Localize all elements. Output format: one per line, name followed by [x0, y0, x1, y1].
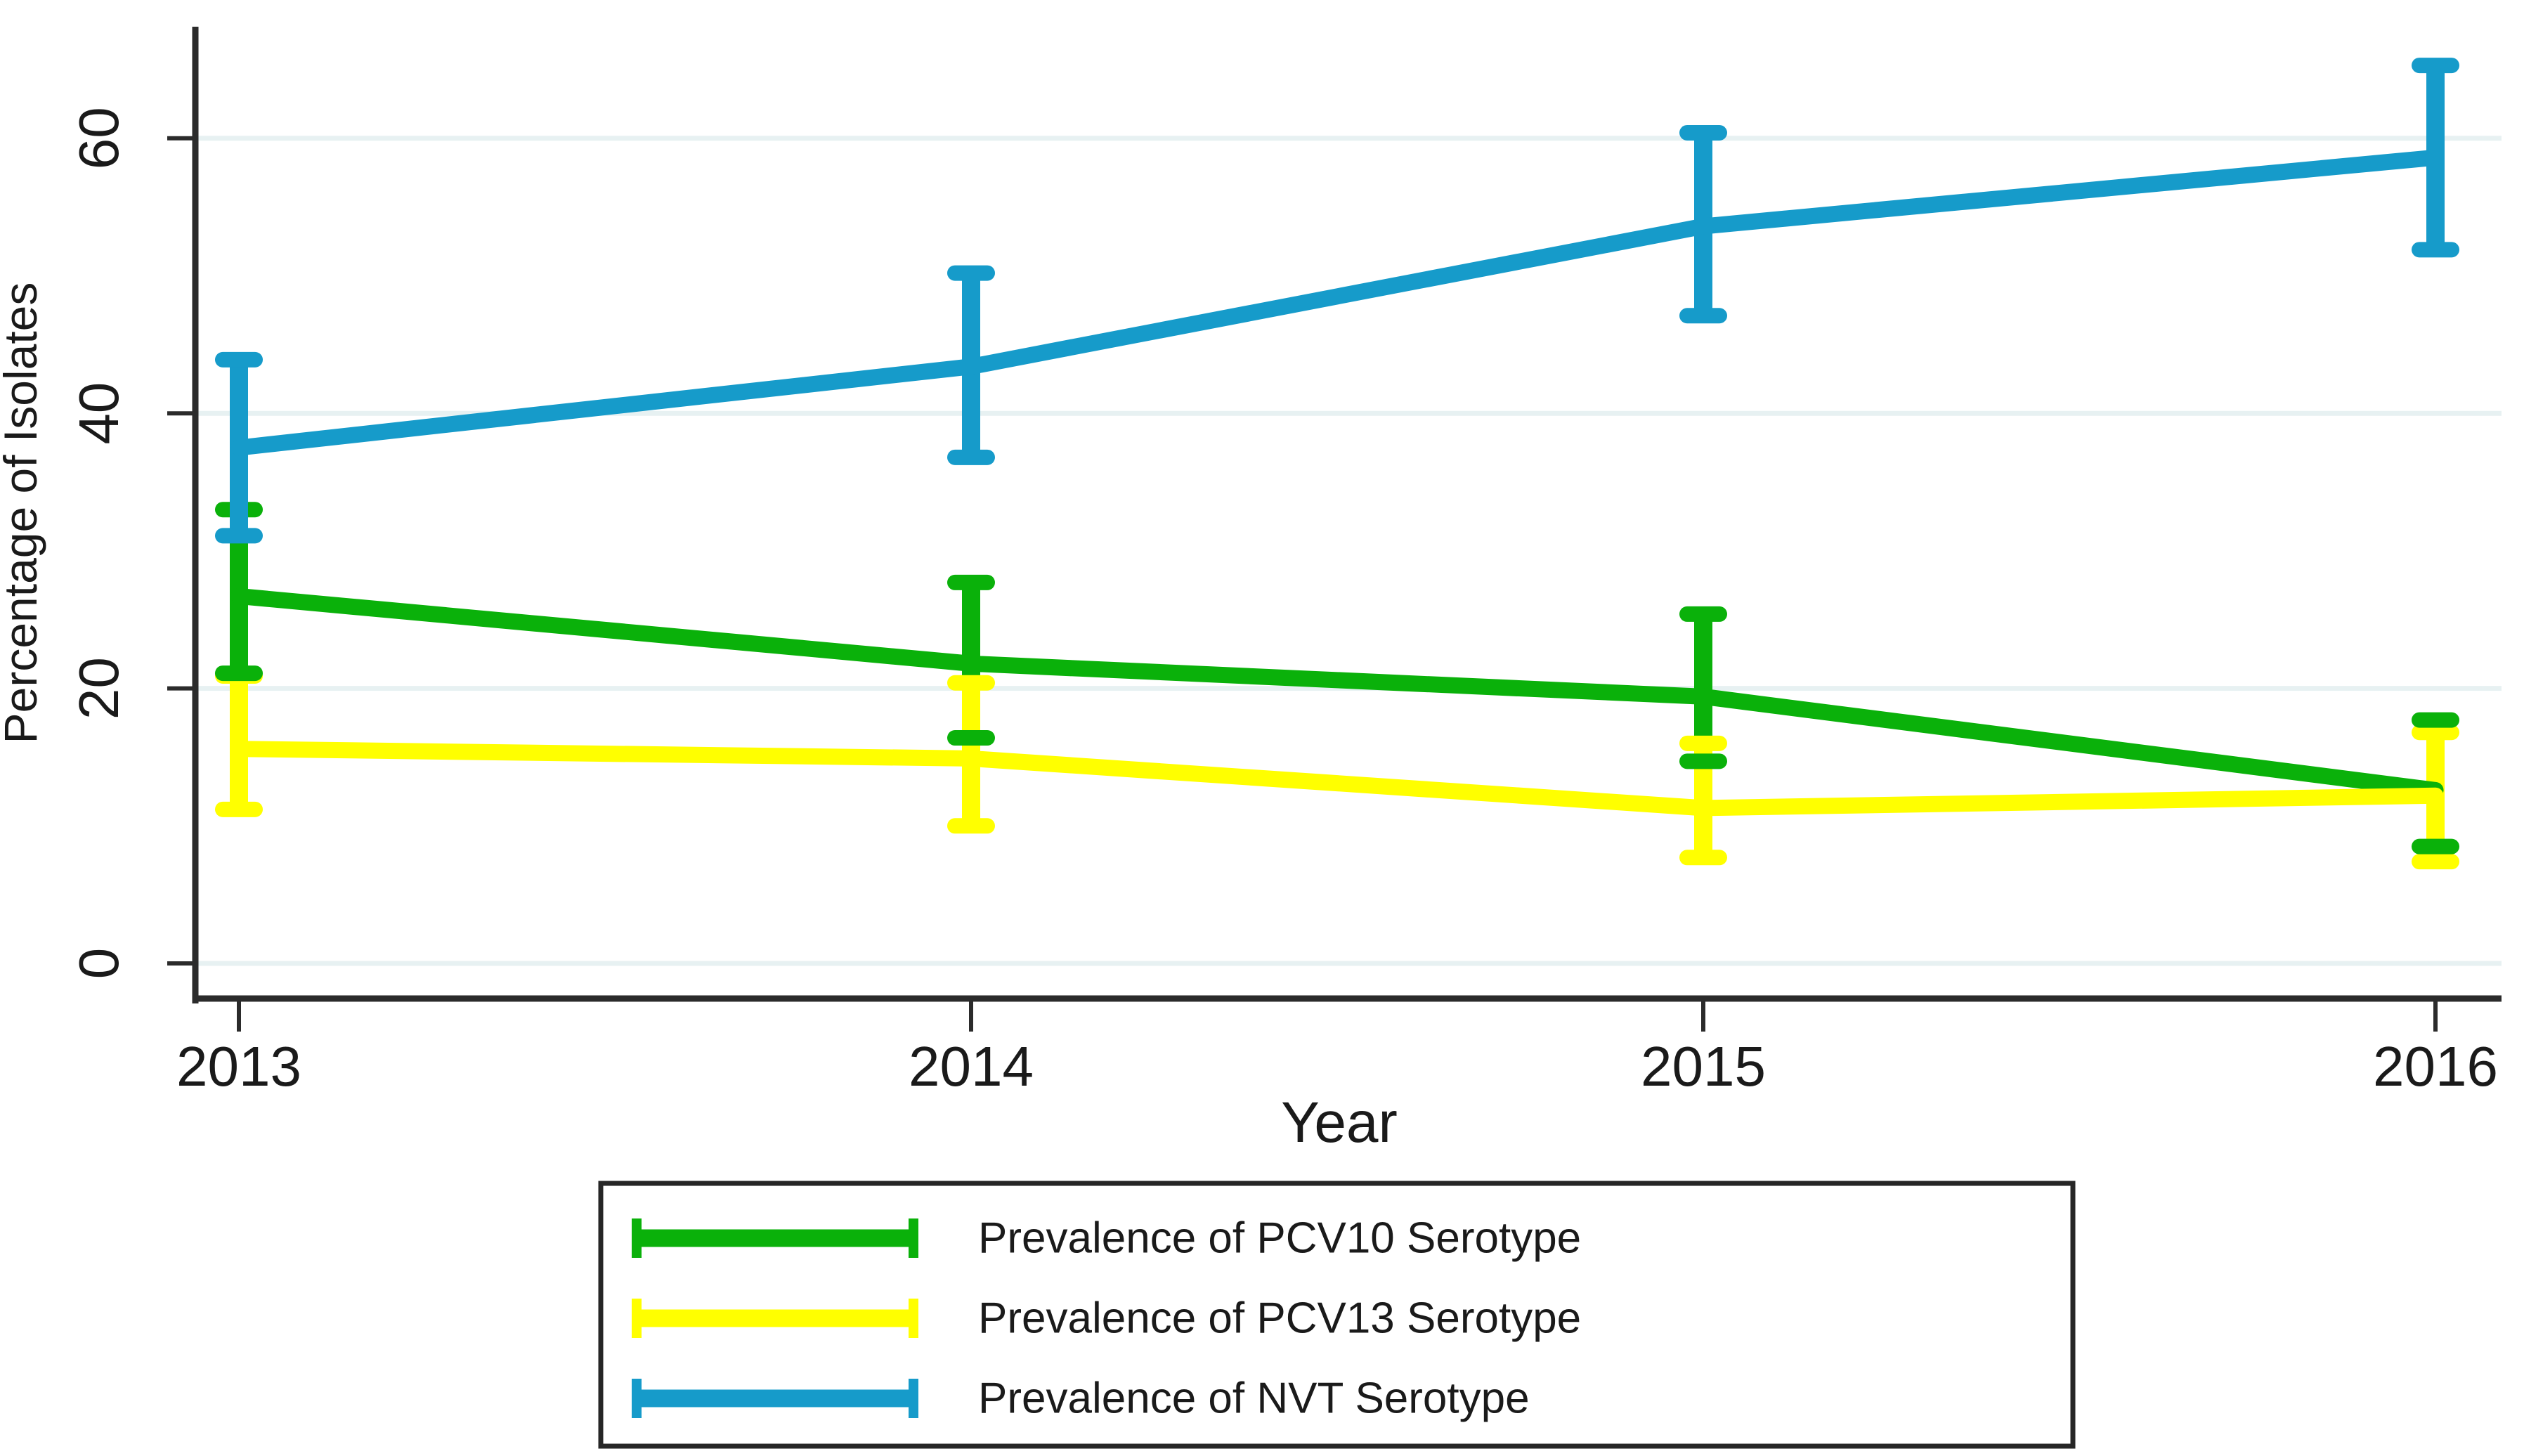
legend-label-pcv10: Prevalence of PCV10 Serotype — [978, 1214, 1581, 1263]
series-line-nvt — [230, 149, 2444, 456]
y-tick-label-60: 60 — [67, 107, 130, 169]
series-line-pcv13 — [230, 741, 2444, 817]
x-tick-label-2014: 2014 — [909, 1035, 1034, 1098]
legend-item-pcv13: Prevalence of PCV13 Serotype — [632, 1294, 1581, 1343]
x-tick-label-2013: 2013 — [176, 1035, 301, 1098]
series-line-pcv10 — [230, 587, 2444, 798]
x-axis-title: Year — [1281, 1091, 1398, 1155]
y-tick-label-20: 20 — [67, 657, 130, 720]
legend-item-pcv10: Prevalence of PCV10 Serotype — [632, 1214, 1581, 1263]
y-tick-label-40: 40 — [67, 382, 130, 445]
legend-label-pcv13: Prevalence of PCV13 Serotype — [978, 1294, 1581, 1343]
x-tick-label-2016: 2016 — [2373, 1035, 2498, 1098]
error-caps-nvt — [215, 58, 2459, 544]
legend-label-nvt: Prevalence of NVT Serotype — [978, 1374, 1530, 1423]
y-tick-label-0: 0 — [67, 948, 130, 980]
legend-item-nvt: Prevalence of NVT Serotype — [632, 1374, 1530, 1423]
y-axis-title: Percentage of Isolates — [0, 282, 46, 744]
legend-box: Prevalence of PCV10 Serotype Prevalence o… — [598, 1181, 2076, 1449]
x-tick-label-2015: 2015 — [1641, 1035, 1766, 1098]
